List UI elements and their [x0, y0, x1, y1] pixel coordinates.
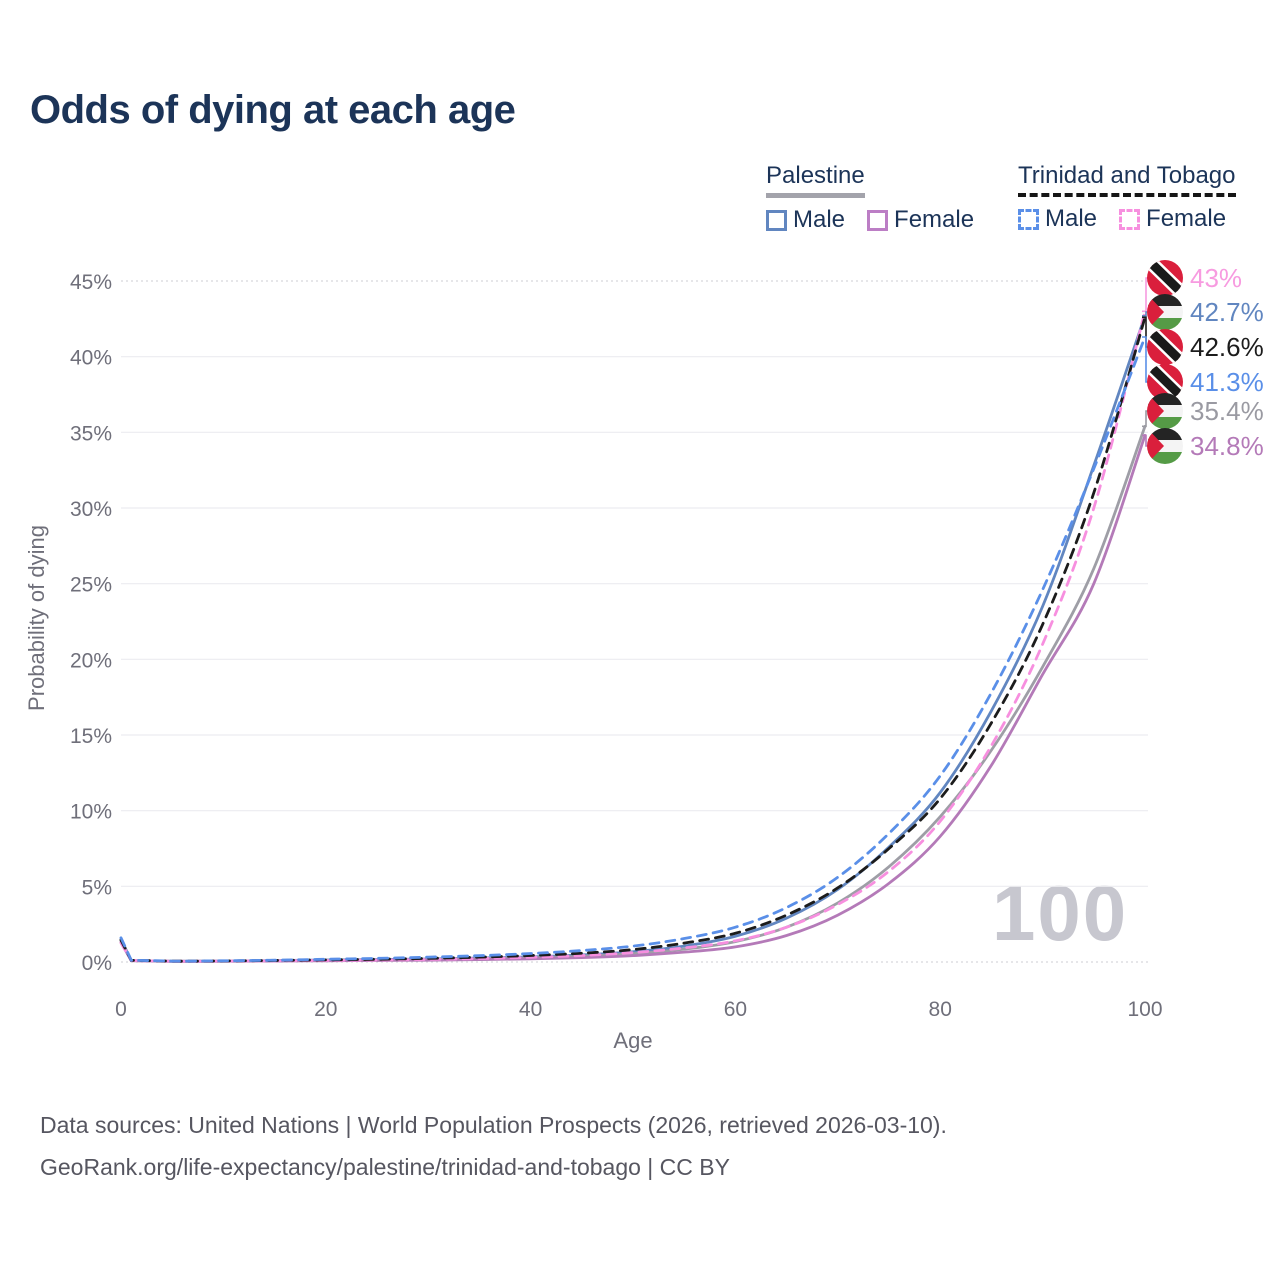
- legend-swatch-palestine-female-icon: [867, 209, 889, 231]
- legend-group-palestine: Palestine Male Female: [766, 162, 974, 234]
- flag-palestine-icon: [1147, 393, 1183, 429]
- y-tick-label: 30%: [70, 498, 112, 521]
- end-label-value: 41.3%: [1190, 366, 1264, 397]
- y-tick-label: 15%: [70, 725, 112, 748]
- y-tick-label: 5%: [82, 876, 112, 899]
- end-label-palestine-both: 35.4%: [1147, 393, 1264, 429]
- source-line-2: GeoRank.org/life-expectancy/palestine/tr…: [40, 1154, 730, 1180]
- end-label-value: 42.7%: [1190, 296, 1264, 327]
- legend-item-palestine-female[interactable]: Female: [867, 206, 974, 234]
- flag-trinidad-and-tobago-icon: [1147, 329, 1183, 365]
- legend-swatch-trinidad-and-tobago-female-icon: [1119, 208, 1141, 230]
- legend-item-label: Female: [894, 206, 975, 233]
- legend-item-label: Male: [793, 206, 846, 233]
- series-line-trinidad-and-tobago-both[interactable]: [119, 315, 1147, 963]
- flag-trinidad-and-tobago-icon: [1147, 364, 1183, 400]
- series-line-trinidad-and-tobago-female[interactable]: [119, 309, 1147, 963]
- series-line-palestine-female[interactable]: [119, 433, 1147, 963]
- flag-trinidad-and-tobago-icon: [1147, 260, 1183, 296]
- legend-item-trinidad-and-tobago-male[interactable]: Male: [1018, 205, 1097, 233]
- y-tick-label: 0%: [82, 952, 112, 975]
- legend-swatch-palestine-male-icon: [766, 209, 787, 231]
- y-tick-label: 35%: [70, 422, 112, 445]
- end-label-trinidad-and-tobago-both: 42.6%: [1147, 329, 1264, 365]
- series-line-palestine-both[interactable]: [119, 424, 1147, 963]
- x-tick-label: 80: [929, 998, 952, 1021]
- x-tick-label: 40: [519, 998, 542, 1021]
- end-label-trinidad-and-tobago-male: 41.3%: [1147, 364, 1264, 400]
- x-tick-label: 100: [1127, 998, 1162, 1021]
- flag-palestine-icon: [1147, 428, 1183, 464]
- end-label-palestine-female: 34.8%: [1147, 428, 1264, 464]
- end-label-palestine-male: 42.7%: [1147, 294, 1264, 330]
- x-tick-label: 0: [115, 998, 127, 1021]
- legend-item-label: Female: [1146, 205, 1227, 232]
- source-note: Data sources: United Nations | World Pop…: [40, 1104, 947, 1188]
- y-axis-title: Probability of dying: [24, 525, 49, 711]
- y-tick-label: 10%: [70, 801, 112, 824]
- legend-item-trinidad-and-tobago-female[interactable]: Female: [1119, 205, 1226, 233]
- x-tick-label: 60: [724, 998, 747, 1021]
- legend-swatch-trinidad-and-tobago-male-icon: [1018, 208, 1039, 230]
- y-tick-label: 20%: [70, 649, 112, 672]
- y-tick-label: 25%: [70, 574, 112, 597]
- hover-age-watermark: 100: [992, 869, 1129, 957]
- series-line-trinidad-and-tobago-male[interactable]: [119, 335, 1147, 963]
- series-line-palestine-male[interactable]: [119, 314, 1147, 963]
- flag-palestine-icon: [1147, 294, 1183, 330]
- end-label-value: 43%: [1190, 262, 1243, 293]
- end-label-value: 42.6%: [1190, 331, 1264, 362]
- end-label-trinidad-and-tobago-female: 43%: [1147, 260, 1242, 296]
- legend-country-palestine[interactable]: Palestine: [766, 162, 865, 198]
- end-label-value: 35.4%: [1190, 395, 1264, 426]
- legend-group-trinidad-and-tobago: Trinidad and Tobago Male Female: [1018, 162, 1236, 233]
- end-label-value: 34.8%: [1190, 430, 1264, 461]
- source-line-1: Data sources: United Nations | World Pop…: [40, 1112, 947, 1138]
- x-axis-title: Age: [613, 1028, 652, 1053]
- legend-item-label: Male: [1045, 205, 1098, 232]
- y-tick-label: 45%: [70, 271, 112, 294]
- x-tick-label: 20: [314, 998, 337, 1021]
- page-title: Odds of dying at each age: [30, 88, 516, 132]
- y-tick-label: 40%: [70, 347, 112, 370]
- legend-country-trinidad-and-tobago[interactable]: Trinidad and Tobago: [1018, 162, 1236, 197]
- legend-item-palestine-male[interactable]: Male: [766, 206, 845, 234]
